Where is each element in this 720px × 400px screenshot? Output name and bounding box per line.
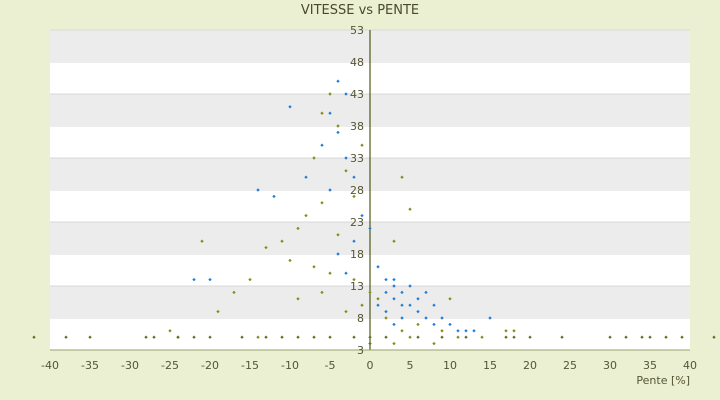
- data-point: [192, 335, 196, 339]
- x-tick-label: 40: [683, 359, 697, 372]
- x-tick-label: -15: [241, 359, 259, 372]
- data-point: [176, 335, 180, 339]
- x-tick-label: -40: [41, 359, 59, 372]
- data-point: [648, 335, 652, 339]
- y-tick-label: 8: [357, 312, 364, 325]
- data-point: [344, 92, 348, 96]
- y-tick-label: 43: [350, 88, 364, 101]
- x-tick-label: 20: [523, 359, 537, 372]
- data-point: [328, 111, 332, 115]
- data-point: [528, 335, 532, 339]
- x-tick-label: -30: [121, 359, 139, 372]
- data-point: [640, 335, 644, 339]
- x-tick-label: 15: [483, 359, 497, 372]
- x-tick-label: -35: [81, 359, 99, 372]
- data-point: [240, 335, 244, 339]
- y-tick-label: 28: [350, 184, 364, 197]
- x-tick-label: 35: [643, 359, 657, 372]
- x-tick-label: 30: [603, 359, 617, 372]
- data-point: [200, 239, 204, 243]
- y-tick-label: 23: [350, 216, 364, 229]
- data-point: [192, 277, 196, 282]
- x-tick-label: 5: [407, 359, 414, 372]
- x-tick-labels: -40 -35 -30 -25 -20 -15 -10 -5 0 5 10 15 20 25 30 35 40: [41, 359, 697, 372]
- y-tick-label: 18: [350, 248, 364, 261]
- data-point: [664, 335, 668, 339]
- data-point: [608, 335, 612, 339]
- x-tick-label: 10: [443, 359, 457, 372]
- chart-title: VITESSE vs PENTE: [301, 3, 419, 18]
- x-tick-label: -20: [201, 359, 219, 372]
- data-point: [328, 92, 332, 96]
- data-point: [168, 329, 172, 333]
- data-point: [320, 111, 324, 115]
- y-tick-label: 48: [350, 56, 364, 69]
- y-tick-label: 38: [350, 120, 364, 133]
- data-point: [152, 335, 156, 339]
- data-point: [248, 277, 252, 282]
- data-point: [560, 335, 564, 339]
- x-tick-label: -25: [161, 359, 179, 372]
- data-point: [208, 277, 212, 282]
- y-tick-label: 53: [350, 24, 364, 37]
- data-point: [232, 290, 236, 295]
- data-point: [216, 309, 220, 314]
- data-point: [712, 335, 716, 339]
- x-tick-label: 25: [563, 359, 577, 372]
- x-tick-label: 0: [367, 359, 374, 372]
- x-tick-label: -5: [325, 359, 336, 372]
- data-point: [624, 335, 628, 339]
- y-tick-label: 33: [350, 152, 364, 165]
- data-point: [336, 124, 340, 128]
- data-point: [680, 335, 684, 339]
- data-point: [144, 335, 148, 339]
- data-point: [208, 335, 212, 339]
- x-tick-label: -10: [281, 359, 299, 372]
- data-point: [336, 79, 340, 83]
- data-point: [32, 335, 36, 339]
- data-point: [512, 335, 516, 339]
- y-tick-label: 3: [357, 344, 364, 357]
- x-axis-label: Pente [%]: [636, 374, 690, 387]
- axes: [50, 30, 690, 351]
- y-tick-label: 13: [350, 280, 364, 293]
